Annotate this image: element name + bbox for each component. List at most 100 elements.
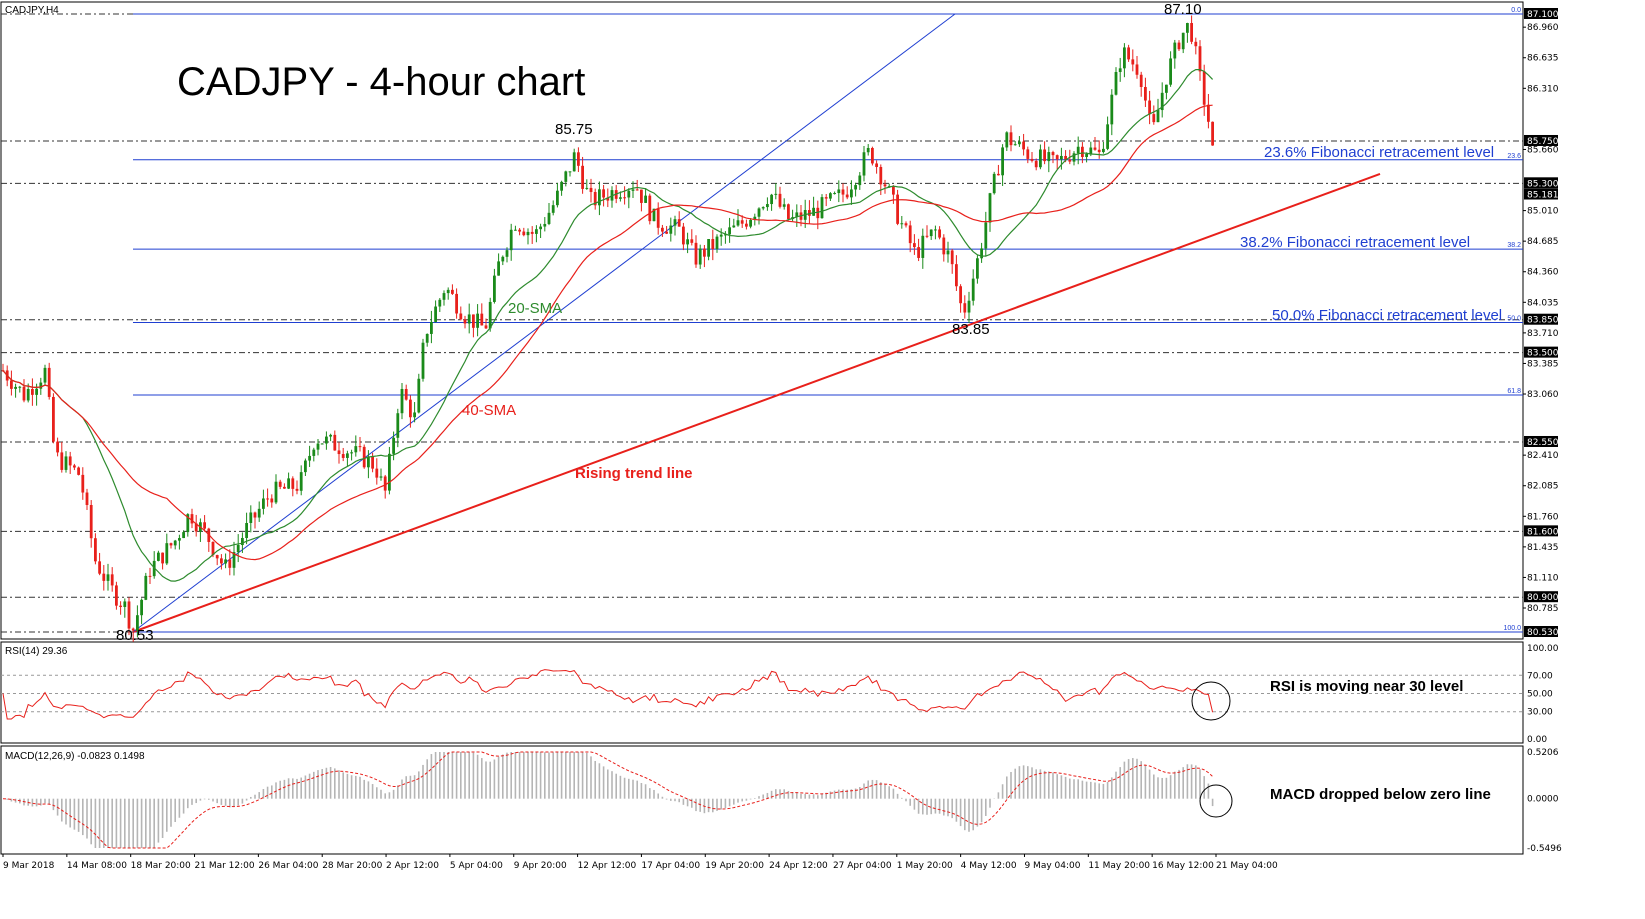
candle-body bbox=[837, 189, 841, 194]
candle-body bbox=[392, 437, 395, 454]
candle-body bbox=[753, 216, 757, 220]
candle-body bbox=[304, 460, 307, 473]
candle-body bbox=[795, 212, 799, 218]
macd-axis-label: -0.5496 bbox=[1527, 844, 1562, 854]
candle-body bbox=[518, 229, 521, 232]
candle-body bbox=[934, 229, 937, 231]
candle-body bbox=[383, 476, 387, 491]
x-axis-label: 1 May 20:00 bbox=[897, 861, 953, 871]
rising-trend-line bbox=[132, 172, 1381, 633]
fibonacci-pct-label: 61.8 bbox=[1507, 388, 1521, 395]
fib-382-label: 38.2% Fibonacci retracement level bbox=[1240, 234, 1470, 251]
candle-body bbox=[1152, 114, 1156, 123]
candle-body bbox=[1190, 23, 1193, 42]
price-level-box-label: 85.300 bbox=[1527, 179, 1559, 189]
fib-236-label: 23.6% Fibonacci retracement level bbox=[1264, 144, 1494, 161]
candle-body bbox=[1089, 147, 1093, 154]
candle-body bbox=[245, 522, 248, 538]
candle-body bbox=[98, 561, 101, 574]
price-axis-label: 86.635 bbox=[1527, 54, 1559, 64]
candle-body bbox=[673, 219, 677, 226]
macd-panel bbox=[0, 745, 1524, 855]
candle-body bbox=[165, 543, 169, 564]
candle-body bbox=[140, 599, 143, 616]
price-axis-label: 83.060 bbox=[1527, 390, 1559, 400]
candle-body bbox=[820, 197, 824, 219]
candle-body bbox=[984, 222, 988, 249]
price-axis-label: 82.085 bbox=[1527, 482, 1559, 492]
candle-body bbox=[85, 492, 89, 506]
candle-body bbox=[917, 247, 920, 258]
candle-body bbox=[904, 223, 908, 226]
candle-body bbox=[283, 486, 286, 489]
price-high-label: 87.10 bbox=[1164, 1, 1202, 18]
candle-body bbox=[581, 165, 584, 189]
candle-body bbox=[1131, 59, 1135, 65]
candle-body bbox=[757, 208, 761, 217]
candle-body bbox=[362, 446, 366, 468]
macd-axis-label: 0.5206 bbox=[1527, 748, 1559, 758]
candle-body bbox=[635, 189, 639, 191]
candle-body bbox=[1148, 100, 1151, 115]
price-level-box bbox=[1524, 346, 1558, 358]
candle-body bbox=[665, 231, 668, 234]
x-axis-label: 19 Apr 20:00 bbox=[705, 861, 764, 871]
candle-body bbox=[1186, 23, 1189, 33]
candle-body bbox=[631, 189, 635, 191]
sma20-line bbox=[2, 68, 1214, 582]
candle-body bbox=[367, 456, 370, 468]
candle-body bbox=[43, 367, 47, 383]
candle-body bbox=[1123, 47, 1126, 69]
candle-body bbox=[1060, 155, 1063, 160]
candle-body bbox=[161, 552, 164, 564]
price-level-box bbox=[1524, 134, 1558, 146]
candle-body bbox=[173, 540, 177, 546]
candle-body bbox=[1102, 148, 1105, 153]
candle-body bbox=[1198, 46, 1202, 72]
candle-body bbox=[1013, 144, 1017, 146]
candle-body bbox=[123, 601, 127, 607]
candle-body bbox=[929, 229, 933, 237]
candle-body bbox=[829, 193, 832, 199]
fibonacci-pct-label: 50.0 bbox=[1507, 316, 1521, 323]
rsi-annotation: RSI is moving near 30 level bbox=[1270, 678, 1463, 695]
candle-body bbox=[438, 299, 442, 307]
candle-body bbox=[728, 227, 731, 235]
candle-body bbox=[896, 194, 899, 224]
candle-body bbox=[1207, 104, 1210, 122]
candle-body bbox=[220, 558, 223, 564]
candle-body bbox=[913, 243, 916, 248]
candle-body bbox=[808, 210, 811, 216]
x-axis-label: 12 Apr 12:00 bbox=[578, 861, 637, 871]
candle-body bbox=[1018, 141, 1021, 145]
candle-body bbox=[547, 212, 551, 224]
price-axis-label: 86.960 bbox=[1527, 23, 1559, 33]
candle-body bbox=[68, 456, 72, 466]
price-level-box-label: 80.530 bbox=[1527, 628, 1559, 638]
candle-body bbox=[551, 205, 555, 213]
candle-body bbox=[879, 166, 883, 185]
candle-body bbox=[22, 386, 26, 401]
candle-body bbox=[1085, 153, 1088, 158]
candle-body bbox=[1194, 41, 1198, 47]
candle-body bbox=[606, 197, 610, 201]
candle-body bbox=[375, 468, 379, 478]
candle-body bbox=[274, 481, 278, 503]
candle-body bbox=[404, 388, 408, 400]
candle-body bbox=[883, 184, 887, 187]
candle-body bbox=[623, 197, 626, 199]
candle-body bbox=[295, 488, 299, 491]
price-8385-label: 83.85 bbox=[952, 321, 990, 338]
rsi-highlight-circle bbox=[1191, 681, 1231, 721]
candle-body bbox=[1072, 153, 1076, 162]
price-level-box bbox=[1524, 8, 1558, 19]
candle-body bbox=[1026, 149, 1030, 159]
candle-body bbox=[190, 514, 194, 524]
channel-line bbox=[132, 13, 956, 633]
price-level-box bbox=[1524, 591, 1558, 603]
x-axis-label: 5 Apr 04:00 bbox=[450, 861, 503, 871]
rsi-axis-label: 50.00 bbox=[1527, 690, 1553, 700]
candle-body bbox=[514, 229, 517, 231]
candle-body bbox=[400, 388, 404, 414]
candle-body bbox=[585, 187, 589, 189]
